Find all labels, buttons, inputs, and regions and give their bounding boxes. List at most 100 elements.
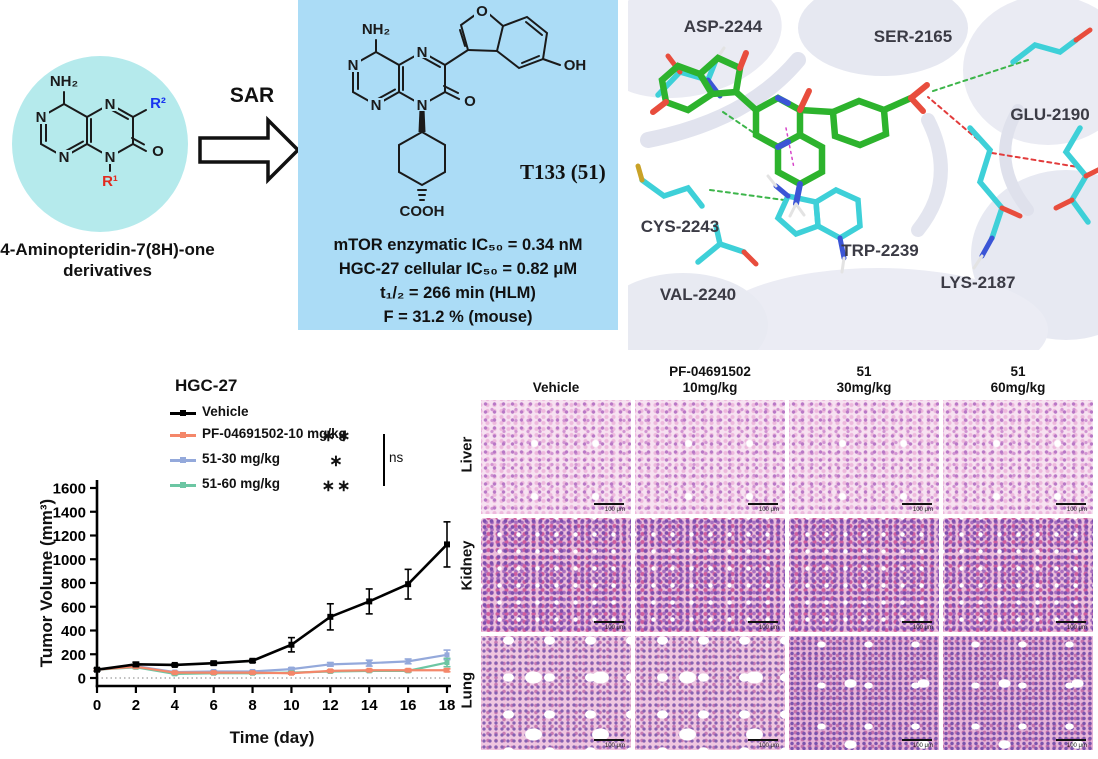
histology-image-grid: 100 μm 100 μm 100 μm 100 μm 100 μm 100 μ…: [481, 400, 1093, 750]
atom-n: N: [371, 97, 382, 114]
ligand-heteroatoms: [650, 50, 930, 218]
column-header-51-60: 51 60mg/kg: [990, 364, 1046, 395]
residue-sticks: [639, 37, 1091, 265]
legend-swatch-51-30: [170, 457, 196, 463]
histology-image-lung-vehicle: 100 μm: [481, 636, 631, 750]
histology-image-lung-51-30: 100 μm: [789, 636, 939, 750]
compound-structure-drawing: NH₂ N N N N O O OH COOH: [345, 3, 586, 220]
column-header-pf04691502: PF-04691502 10mg/kg: [669, 364, 751, 395]
svg-text:18: 18: [439, 697, 456, 714]
legend-label-51-30: 51-30 mg/kg: [202, 451, 281, 466]
legend-item-vehicle: Vehicle: [170, 404, 440, 422]
svg-text:1600: 1600: [53, 481, 86, 498]
atom-r1: R¹: [102, 173, 118, 190]
tumor-growth-chart-panel: 0 200 400 600 800 1000 1200 1400 1600 0 2 4 6 8 10 12 14…: [30, 360, 460, 759]
histology-image-liver-51-30: 100 μm: [789, 400, 939, 514]
histology-image-kidney-51-30: 100 μm: [789, 518, 939, 632]
column-header-vehicle: Vehicle: [532, 380, 580, 395]
sar-arrow-icon: [198, 115, 301, 185]
scaffold-structure-drawing: NH₂ N N N N O R² R¹: [33, 73, 166, 190]
property-mtor-ic50: mTOR enzymatic IC₅₀ = 0.34 nM: [333, 236, 583, 254]
residue-label-cys2243: CYS-2243: [641, 217, 719, 236]
atom-n: N: [59, 149, 70, 166]
svg-text:16: 16: [400, 697, 417, 714]
compound-name: T133 (51): [520, 160, 606, 184]
legend-item-51-60: 51-60 mg/kg ∗∗: [170, 476, 440, 495]
legend-label-51-60: 51-60 mg/kg: [202, 476, 281, 491]
column-header-51-30: 51 30mg/kg: [836, 364, 892, 395]
svg-text:4: 4: [171, 697, 180, 714]
atom-n: N: [105, 149, 116, 166]
svg-text:800: 800: [61, 576, 86, 593]
histology-image-lung-pf04691502: 100 μm: [635, 636, 785, 750]
svg-text:8: 8: [248, 697, 256, 714]
atom-r2: R²: [150, 95, 166, 112]
scale-bar: [748, 738, 778, 741]
significance-ns-label: ns: [389, 450, 404, 465]
svg-text:0: 0: [78, 671, 86, 688]
chart-x-axis-label: Time (day): [229, 728, 315, 747]
row-label-lung: Lung: [458, 671, 476, 709]
docking-panel: ASP-2244 SER-2165 GLU-2190 CYS-2243 TRP-…: [594, 0, 1098, 392]
histology-image-kidney-pf04691502: 100 μm: [635, 518, 785, 632]
histology-column-headers: Vehicle PF-04691502 10mg/kg 51 30mg/kg 5…: [481, 360, 1093, 398]
legend-label-pf04691502: PF-04691502-10 mg/kg: [202, 426, 347, 441]
scale-bar: [1056, 738, 1086, 741]
residue-label-val2240: VAL-2240: [660, 285, 736, 304]
scale-bar: [1056, 620, 1086, 623]
scale-bar: [902, 502, 932, 505]
atom-n: N: [36, 109, 47, 126]
residue-label-ser2165: SER-2165: [874, 27, 952, 46]
legend-item-pf04691502: PF-04691502-10 mg/kg ∗∗: [170, 426, 440, 445]
histology-image-kidney-51-60: 100 μm: [943, 518, 1093, 632]
scaffold-panel: NH₂ N N N N O R² R¹ 4-Aminopteridin-7(8H…: [0, 0, 301, 360]
stereo-wedge-bond: [418, 109, 426, 132]
svg-text:1000: 1000: [53, 552, 86, 569]
scale-bar: [748, 502, 778, 505]
significance-bracket: [383, 434, 385, 486]
svg-text:0: 0: [93, 697, 101, 714]
scale-bar: [902, 738, 932, 741]
interaction-dashes: [709, 59, 1079, 201]
scale-bar: [1056, 502, 1086, 505]
scale-bar: [594, 738, 624, 741]
property-bioavailability: F = 31.2 % (mouse): [383, 308, 533, 326]
compound-panel: NH₂ N N N N O O OH COOH T133 (51) mTOR e…: [298, 0, 618, 330]
svg-text:2: 2: [132, 697, 140, 714]
atom-cooh: COOH: [400, 203, 445, 220]
svg-text:14: 14: [361, 697, 378, 714]
histology-image-liver-pf04691502: 100 μm: [635, 400, 785, 514]
compound-properties: mTOR enzymatic IC₅₀ = 0.34 nM HGC-27 cel…: [298, 233, 618, 329]
residue-label-glu2190: GLU-2190: [1010, 105, 1089, 124]
legend-swatch-pf04691502: [170, 432, 196, 438]
svg-text:600: 600: [61, 599, 86, 616]
atom-nh2: NH₂: [362, 21, 390, 38]
svg-text:12: 12: [322, 697, 339, 714]
compound-atom-labels: NH₂ N N N N O O OH COOH: [345, 3, 586, 220]
histology-image-lung-51-60: 100 μm: [943, 636, 1093, 750]
scale-bar: [594, 620, 624, 623]
docking-scene: ASP-2244 SER-2165 GLU-2190 CYS-2243 TRP-…: [594, 0, 1098, 392]
histology-image-kidney-vehicle: 100 μm: [481, 518, 631, 632]
legend-label-vehicle: Vehicle: [202, 404, 249, 419]
atom-furan-o: O: [476, 3, 488, 20]
legend-swatch-51-60: [170, 482, 196, 488]
property-half-life: t₁/₂ = 266 min (HLM): [380, 284, 536, 302]
scaffold-caption: 4-Aminopteridin-7(8H)-one derivatives: [0, 239, 215, 281]
scale-bar: [748, 620, 778, 623]
svg-text:400: 400: [61, 623, 86, 640]
tumor-chart-svg: 0 200 400 600 800 1000 1200 1400 1600 0 2 4 6 8 10 12 14…: [53, 480, 456, 714]
scaffold-atom-labels: NH₂ N N N N O R² R¹: [33, 73, 166, 190]
svg-text:1400: 1400: [53, 504, 86, 521]
atom-n: N: [105, 96, 116, 113]
chart-title: HGC-27: [175, 376, 238, 395]
chart-y-axis-label: Tumor Volume (mm³): [37, 498, 56, 668]
series-line-0: [96, 543, 448, 671]
svg-text:200: 200: [61, 647, 86, 664]
atom-n: N: [417, 44, 428, 61]
significance-51-60: ∗∗: [321, 478, 353, 495]
atom-nh2: NH₂: [50, 73, 78, 90]
property-cellular-ic50: HGC-27 cellular IC₅₀ = 0.82 μM: [338, 260, 578, 278]
series-line-1: [96, 665, 447, 675]
